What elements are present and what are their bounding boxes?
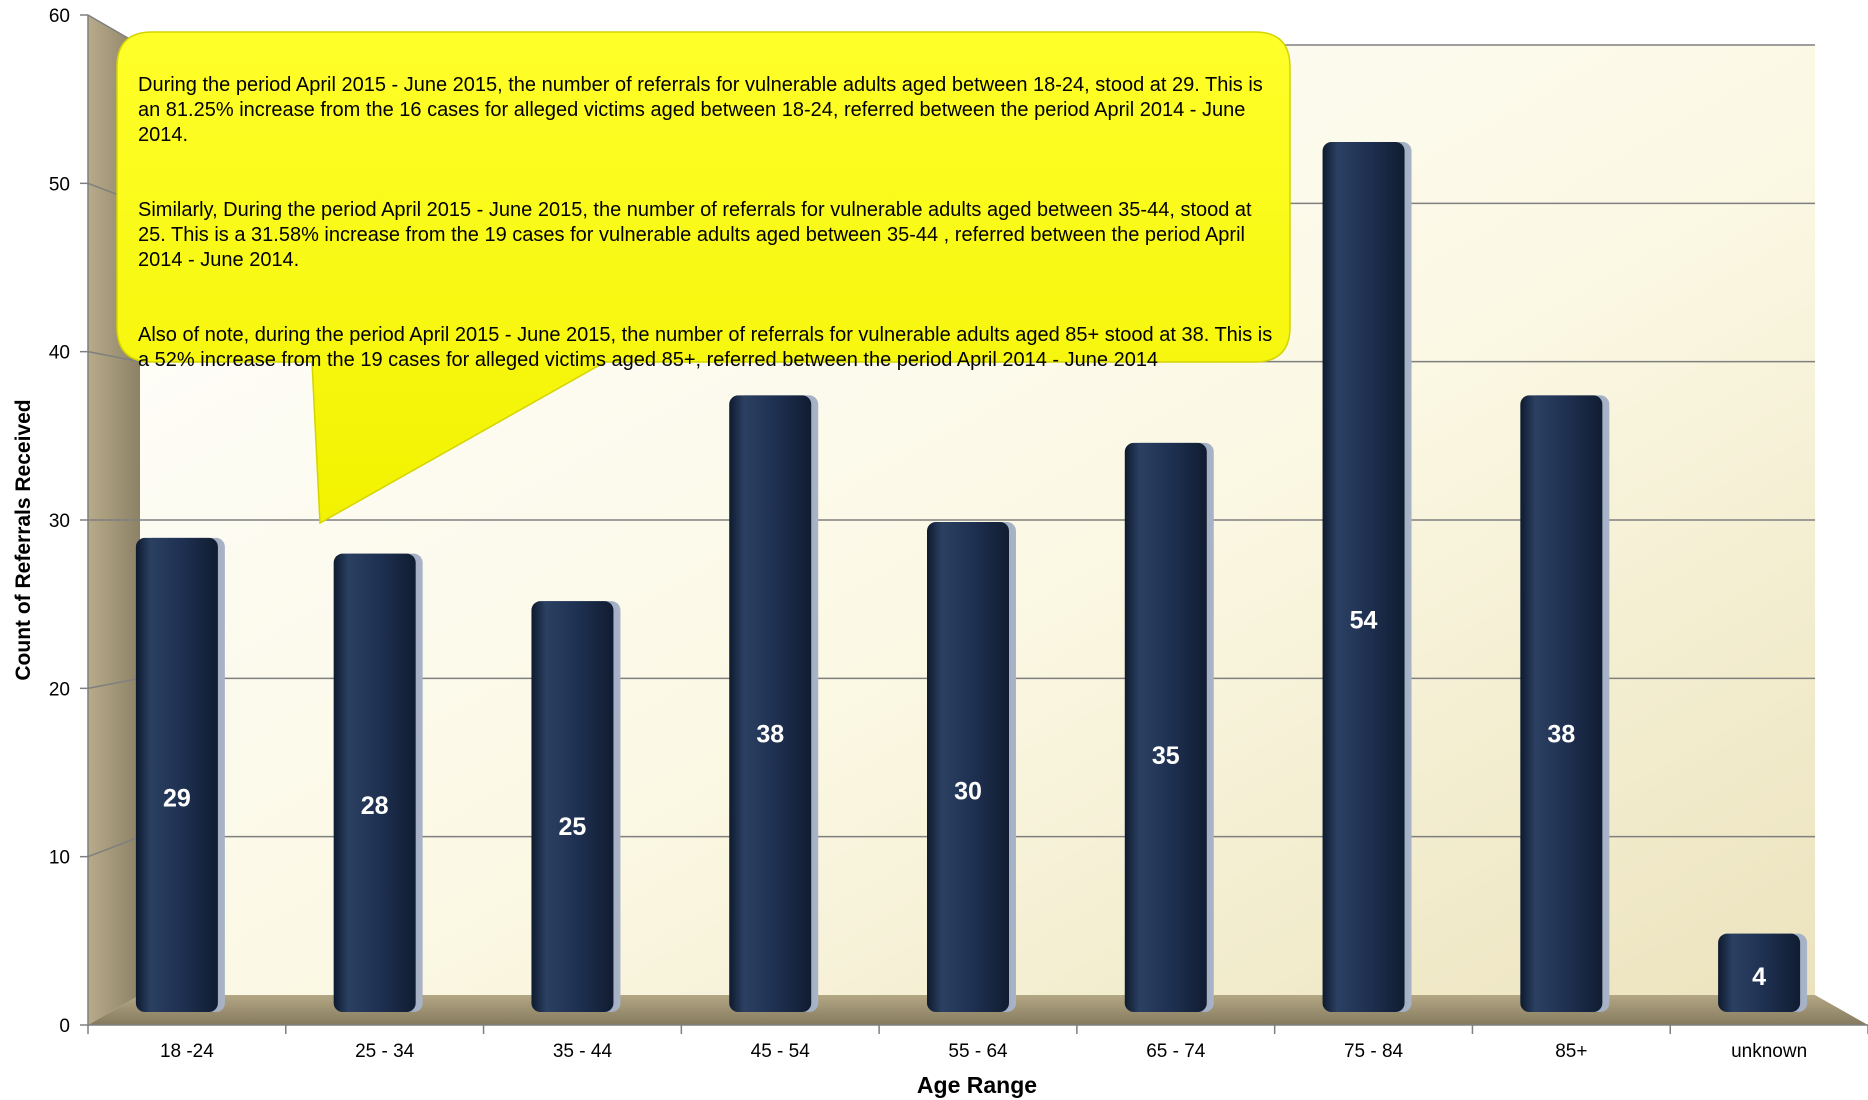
data-label: 30 — [954, 778, 982, 806]
axes: 0 10 20 30 40 50 60 18 -24 25 - 34 35 - 44 45 - 54… — [49, 6, 1868, 1062]
x-tick-label: 45 - 54 — [751, 1041, 811, 1062]
gridline-side — [87, 677, 141, 690]
y-tick-label: 60 — [49, 6, 70, 27]
callout-text: During the period April 2015 - June 2015… — [138, 48, 1278, 423]
bars: 29 28 25 38 30 35 54 38 4 — [135, 142, 1808, 1012]
x-tick-label: 65 - 74 — [1146, 1041, 1206, 1062]
x-tick-label: unknown — [1731, 1041, 1807, 1062]
bar — [531, 601, 614, 1012]
data-label: 25 — [559, 813, 587, 841]
y-tick-label: 10 — [49, 848, 70, 869]
x-axis-label: Age Range — [917, 1072, 1037, 1098]
data-label: 38 — [1547, 721, 1575, 749]
y-axis-label: Count of Referrals Received — [12, 399, 35, 680]
bar — [927, 522, 1009, 1012]
x-tick-label: 35 - 44 — [553, 1041, 613, 1062]
x-tick-label: 55 - 64 — [948, 1041, 1008, 1062]
callout-paragraph-2: Similarly, During the period April 2015 … — [138, 199, 1252, 271]
y-tick-label: 40 — [49, 343, 70, 364]
annotation-callout — [116, 31, 1291, 525]
bar — [1520, 395, 1603, 1012]
bar — [135, 537, 218, 1012]
bar — [1718, 933, 1801, 1012]
y-tick-label: 0 — [59, 1016, 70, 1037]
x-tick-label: 75 - 84 — [1344, 1041, 1404, 1062]
bar — [1322, 142, 1405, 1012]
bar — [729, 395, 812, 1012]
callout-paragraph-1: During the period April 2015 - June 2015… — [138, 74, 1263, 146]
data-label: 35 — [1152, 742, 1180, 770]
y-tick-label: 30 — [49, 511, 70, 532]
data-label: 4 — [1752, 963, 1766, 991]
x-tick-label: 25 - 34 — [355, 1041, 415, 1062]
gridline-side — [87, 350, 141, 363]
data-label: 28 — [361, 792, 389, 820]
callout-paragraph-3: Also of note, during the period April 20… — [138, 324, 1273, 371]
data-label: 54 — [1350, 607, 1378, 635]
bar — [1124, 442, 1207, 1012]
data-label: 29 — [163, 785, 191, 813]
data-label: 38 — [756, 721, 784, 749]
x-tick-label: 85+ — [1555, 1041, 1587, 1062]
y-tick-label: 50 — [49, 174, 70, 195]
bar — [333, 553, 416, 1012]
x-tick-label: 18 -24 — [160, 1041, 214, 1062]
gridline-side — [87, 835, 141, 858]
y-tick-label: 20 — [49, 679, 70, 700]
